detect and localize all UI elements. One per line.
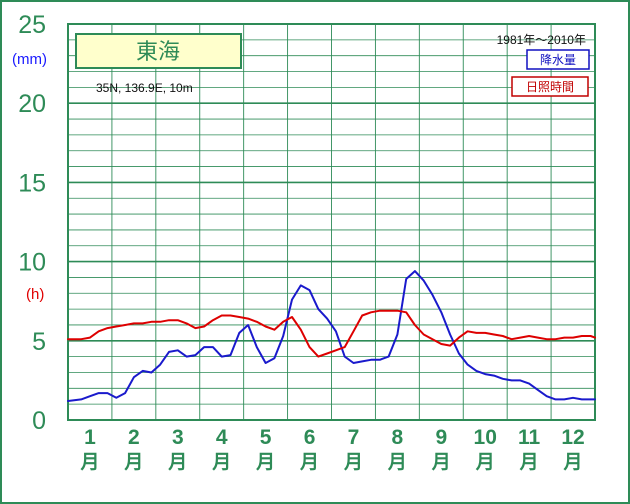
- legend-box-precip: [526, 49, 590, 70]
- x-tick-label: 7: [348, 426, 360, 449]
- x-tick-suffix: 月: [255, 451, 275, 473]
- x-tick-label: 11: [518, 426, 541, 449]
- x-tick-suffix: 月: [167, 451, 187, 473]
- legend-precip: 降水量: [540, 53, 576, 67]
- y-tick-label: 20: [18, 90, 46, 118]
- y-tick-labels: 0 5 10 15 20 25: [18, 11, 46, 435]
- grid: [68, 24, 595, 420]
- x-tick-label: 5: [260, 426, 272, 449]
- y-tick-label: 25: [18, 11, 46, 39]
- x-tick-label: 4: [216, 426, 228, 449]
- precipitation-line: [67, 270, 596, 402]
- y-tick-label: 5: [32, 328, 46, 356]
- y-unit-right: (h): [26, 286, 44, 303]
- x-tick-suffix: 月: [123, 451, 143, 473]
- x-tick-label: 2: [128, 426, 140, 449]
- period-label: 1981年〜2010年: [497, 33, 586, 47]
- x-tick-label: 12: [561, 426, 584, 449]
- x-tick-label: 10: [474, 426, 497, 449]
- station-coords: 35N, 136.9E, 10m: [96, 81, 193, 95]
- y-tick-label: 0: [32, 407, 46, 435]
- x-tick-label: 9: [435, 426, 447, 449]
- legend-sunshine: 日照時間: [526, 80, 574, 94]
- y-tick-label: 10: [18, 249, 46, 277]
- x-tick-suffix: 月: [79, 451, 99, 473]
- y-tick-label: 15: [18, 169, 46, 197]
- plot-frame: [67, 23, 596, 421]
- x-tick-suffix: 月: [343, 451, 363, 473]
- x-tick-suffix: 月: [431, 451, 451, 473]
- series-lines: [67, 270, 596, 402]
- legend-box-sunshine: [511, 76, 589, 97]
- x-tick-suffix: 月: [475, 451, 495, 473]
- x-tick-label: 8: [392, 426, 404, 449]
- x-tick-suffix: 月: [299, 451, 319, 473]
- x-tick-label: 6: [304, 426, 316, 449]
- x-tick-label: 1: [84, 426, 96, 449]
- y-unit-left: (mm): [12, 51, 47, 68]
- x-tick-suffix: 月: [519, 451, 539, 473]
- station-name: 東海: [136, 40, 180, 65]
- x-tick-suffix: 月: [563, 451, 583, 473]
- x-tick-suffix: 月: [211, 451, 231, 473]
- sunshine-line: [67, 309, 596, 358]
- x-tick-suffix: 月: [387, 451, 407, 473]
- x-tick-label: 3: [172, 426, 184, 449]
- station-box: [75, 33, 242, 69]
